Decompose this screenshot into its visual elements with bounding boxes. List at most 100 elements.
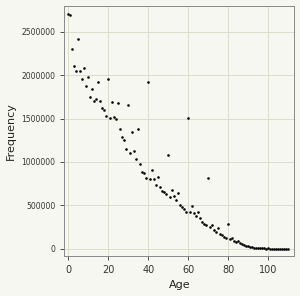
Point bbox=[76, 36, 81, 41]
Point bbox=[134, 157, 139, 162]
Point bbox=[222, 234, 227, 239]
Point bbox=[160, 188, 165, 193]
Point bbox=[230, 236, 235, 241]
Point bbox=[202, 221, 207, 226]
Point bbox=[182, 207, 187, 211]
Point bbox=[112, 115, 117, 119]
Point bbox=[254, 246, 259, 250]
Point bbox=[70, 47, 74, 52]
Point bbox=[66, 12, 70, 17]
Point bbox=[94, 97, 99, 102]
Point bbox=[148, 176, 153, 181]
Point bbox=[78, 68, 82, 73]
Point bbox=[208, 225, 213, 230]
Point bbox=[260, 246, 265, 251]
Point bbox=[168, 194, 173, 199]
Point bbox=[198, 216, 203, 221]
Point bbox=[252, 245, 257, 250]
Point bbox=[86, 75, 91, 79]
Point bbox=[74, 68, 79, 73]
Point bbox=[122, 138, 127, 143]
Point bbox=[126, 102, 130, 107]
Point bbox=[238, 241, 243, 246]
Point bbox=[248, 244, 253, 249]
Point bbox=[154, 182, 159, 187]
Point bbox=[130, 129, 135, 134]
Point bbox=[82, 66, 87, 70]
Point bbox=[124, 147, 129, 151]
Point bbox=[120, 134, 124, 139]
Point bbox=[220, 233, 225, 238]
Point bbox=[72, 64, 76, 69]
Point bbox=[244, 244, 249, 248]
Point bbox=[258, 246, 263, 251]
Point bbox=[138, 161, 142, 166]
Point bbox=[104, 114, 109, 118]
Point bbox=[266, 246, 271, 251]
Point bbox=[214, 229, 219, 234]
Point bbox=[102, 107, 106, 112]
Point bbox=[184, 209, 189, 214]
Point bbox=[276, 246, 281, 251]
Point bbox=[286, 247, 291, 251]
Point bbox=[68, 13, 73, 17]
Point bbox=[164, 192, 169, 197]
Point bbox=[84, 83, 88, 88]
Point bbox=[216, 226, 221, 230]
Point bbox=[96, 80, 100, 84]
Point bbox=[116, 101, 121, 105]
Point bbox=[242, 243, 247, 248]
Point bbox=[136, 127, 141, 131]
Point bbox=[152, 177, 157, 182]
Point bbox=[142, 171, 147, 176]
Point bbox=[88, 94, 93, 99]
Point bbox=[150, 168, 155, 172]
Point bbox=[246, 244, 251, 249]
Point bbox=[170, 187, 175, 192]
Point bbox=[264, 246, 269, 251]
Point bbox=[212, 227, 217, 232]
Point bbox=[140, 169, 145, 174]
Point bbox=[210, 222, 215, 227]
Point bbox=[200, 220, 205, 224]
Point bbox=[250, 245, 255, 250]
Point bbox=[188, 210, 193, 215]
Point bbox=[186, 115, 191, 120]
Point bbox=[162, 189, 167, 194]
Point bbox=[98, 99, 103, 104]
Point bbox=[128, 151, 133, 156]
Point bbox=[110, 100, 115, 104]
Point bbox=[118, 127, 123, 131]
Y-axis label: Frequency: Frequency bbox=[6, 102, 16, 160]
Point bbox=[132, 148, 136, 153]
Point bbox=[196, 209, 201, 214]
Point bbox=[278, 246, 283, 251]
Point bbox=[280, 247, 285, 251]
Point bbox=[144, 175, 148, 180]
Point bbox=[80, 77, 85, 82]
Point bbox=[262, 246, 267, 251]
Point bbox=[226, 221, 231, 226]
X-axis label: Age: Age bbox=[169, 280, 190, 290]
Point bbox=[236, 238, 241, 243]
Point bbox=[114, 117, 118, 122]
Point bbox=[100, 106, 105, 110]
Point bbox=[224, 236, 229, 240]
Point bbox=[194, 213, 199, 218]
Point bbox=[282, 247, 287, 251]
Point bbox=[204, 223, 209, 228]
Point bbox=[156, 174, 161, 179]
Point bbox=[146, 80, 151, 84]
Point bbox=[172, 194, 177, 198]
Point bbox=[166, 153, 171, 157]
Point bbox=[174, 198, 179, 202]
Point bbox=[232, 238, 237, 243]
Point bbox=[180, 205, 185, 210]
Point bbox=[92, 99, 97, 104]
Point bbox=[268, 246, 273, 251]
Point bbox=[178, 202, 183, 207]
Point bbox=[240, 242, 245, 247]
Point bbox=[274, 246, 279, 251]
Point bbox=[256, 245, 261, 250]
Point bbox=[158, 185, 163, 189]
